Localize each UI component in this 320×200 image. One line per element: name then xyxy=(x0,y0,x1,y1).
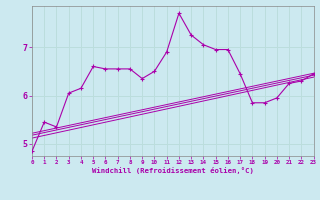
X-axis label: Windchill (Refroidissement éolien,°C): Windchill (Refroidissement éolien,°C) xyxy=(92,167,254,174)
